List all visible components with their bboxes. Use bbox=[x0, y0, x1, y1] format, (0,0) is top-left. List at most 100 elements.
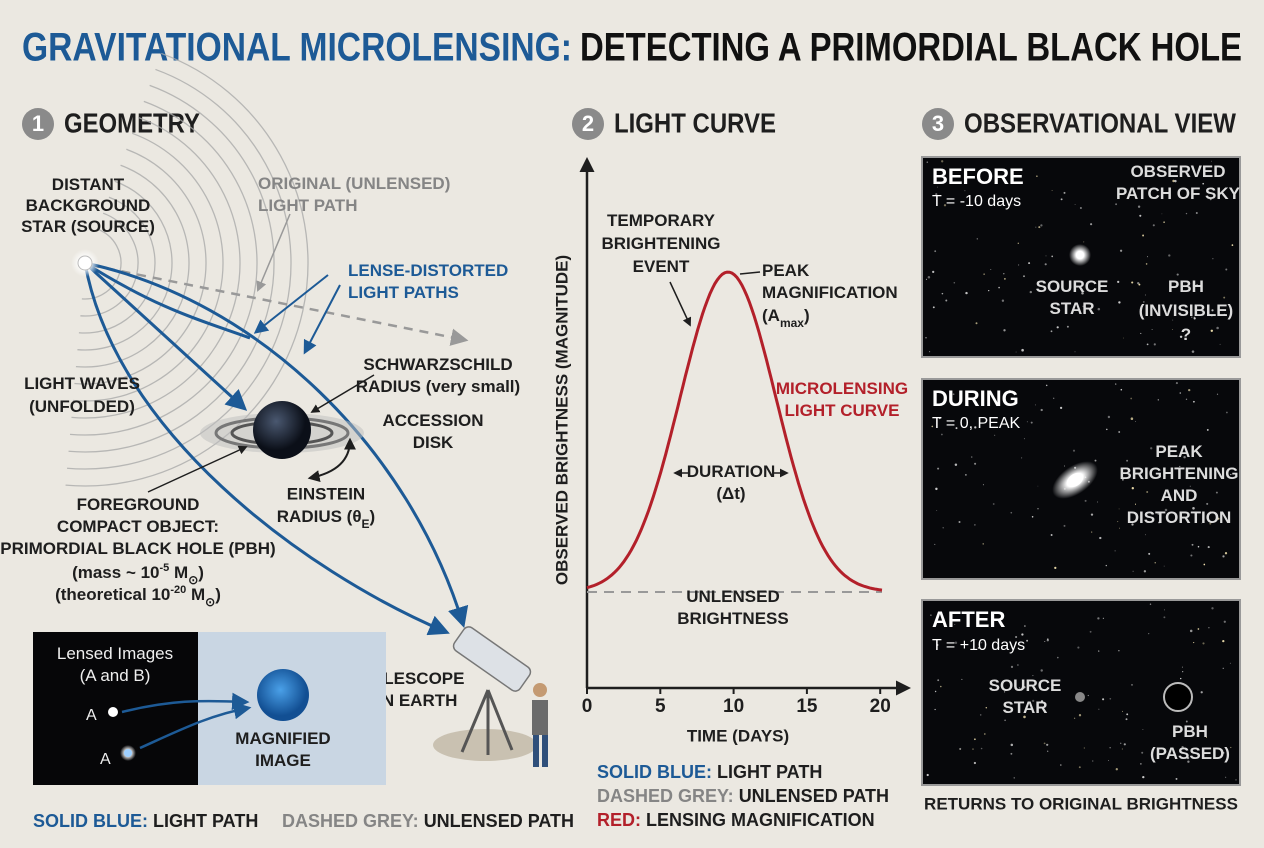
star bbox=[1099, 536, 1102, 540]
text-line: EVENT bbox=[633, 257, 690, 276]
star bbox=[1121, 748, 1123, 750]
star bbox=[1003, 329, 1006, 332]
star bbox=[1059, 764, 1062, 766]
star bbox=[937, 467, 940, 470]
star bbox=[1163, 565, 1165, 567]
star bbox=[1026, 639, 1029, 642]
star bbox=[1055, 289, 1059, 292]
text-line: ON EARTH bbox=[369, 691, 458, 710]
star bbox=[1119, 527, 1121, 529]
text-line: MAGNIFICATION bbox=[762, 283, 898, 302]
star bbox=[1046, 743, 1049, 746]
legend-item: SOLID BLUE: LIGHT PATH bbox=[33, 811, 258, 831]
star bbox=[1185, 720, 1188, 723]
star bbox=[1189, 629, 1193, 633]
star bbox=[1089, 630, 1092, 633]
star bbox=[937, 186, 938, 188]
star bbox=[961, 678, 963, 680]
star bbox=[1207, 546, 1210, 549]
pointer bbox=[256, 213, 291, 292]
pointer bbox=[739, 271, 761, 275]
pointer bbox=[147, 445, 248, 493]
pointer bbox=[253, 274, 329, 334]
sky-label: PBH (INVISIBLE)? bbox=[1139, 277, 1233, 344]
text-line: (UNFOLDED) bbox=[29, 397, 135, 416]
star bbox=[941, 433, 943, 436]
text-line: LIGHT WAVES bbox=[24, 374, 140, 393]
star bbox=[1034, 404, 1037, 406]
tripod-leg bbox=[460, 689, 490, 753]
star bbox=[1172, 319, 1174, 321]
frame-title: DURING bbox=[932, 386, 1019, 411]
star bbox=[1119, 742, 1122, 745]
star bbox=[976, 238, 978, 240]
text-line: ? bbox=[1181, 325, 1191, 344]
star bbox=[974, 426, 977, 429]
panel-number-badge bbox=[22, 108, 54, 140]
star bbox=[1017, 242, 1019, 244]
star bbox=[1143, 570, 1147, 573]
star bbox=[1105, 564, 1107, 567]
star bbox=[1074, 351, 1076, 353]
star bbox=[1197, 628, 1200, 630]
star bbox=[1004, 278, 1006, 280]
star bbox=[1122, 478, 1124, 481]
star bbox=[1211, 309, 1214, 312]
star bbox=[1072, 449, 1076, 452]
star bbox=[1208, 627, 1210, 629]
sky-label: PBH (PASSED) bbox=[1150, 722, 1230, 763]
star bbox=[1117, 280, 1120, 284]
text-line: BRIGHTENING bbox=[602, 234, 721, 253]
accretion-label: ACCESSION DISK bbox=[382, 411, 483, 452]
frame-time: T = -10 days bbox=[932, 193, 1021, 210]
lensed-image bbox=[124, 749, 132, 757]
star bbox=[1032, 675, 1034, 677]
star bbox=[1117, 521, 1119, 523]
star bbox=[958, 520, 961, 524]
star bbox=[1051, 190, 1053, 191]
star bbox=[1217, 517, 1220, 520]
legend-item: DASHED GREY: UNLENSED PATH bbox=[282, 811, 574, 831]
star bbox=[1084, 499, 1087, 502]
star bbox=[1057, 656, 1059, 659]
star bbox=[1073, 717, 1076, 719]
star bbox=[978, 175, 980, 177]
text-line: FOREGROUND bbox=[77, 495, 200, 514]
star bbox=[1077, 646, 1080, 649]
panel-number-badge bbox=[922, 108, 954, 140]
star bbox=[1202, 182, 1205, 185]
star bbox=[1130, 417, 1134, 420]
star bbox=[926, 161, 929, 163]
star bbox=[1094, 459, 1097, 462]
star bbox=[1083, 241, 1085, 243]
distorted-paths-label: LENSE-DISTORTED LIGHT PATHS bbox=[348, 261, 508, 302]
star bbox=[1043, 742, 1046, 745]
star bbox=[941, 292, 944, 295]
star bbox=[1137, 205, 1141, 208]
person-body bbox=[532, 700, 548, 735]
star bbox=[1023, 438, 1025, 440]
x-tick-label: 0 bbox=[582, 696, 593, 717]
star bbox=[926, 773, 929, 777]
curve-label: MICROLENSING LIGHT CURVE bbox=[776, 379, 908, 420]
star bbox=[925, 278, 928, 281]
star bbox=[1023, 686, 1026, 689]
light-path bbox=[83, 261, 248, 411]
star bbox=[934, 708, 936, 711]
light-curve bbox=[586, 270, 883, 592]
text-line: PRIMORDIAL BLACK HOLE (PBH) bbox=[0, 539, 275, 558]
star bbox=[1090, 223, 1093, 226]
star bbox=[1175, 382, 1178, 385]
star bbox=[1189, 485, 1191, 487]
star bbox=[972, 748, 974, 750]
star bbox=[1222, 639, 1225, 643]
star bbox=[1018, 687, 1021, 689]
star bbox=[1023, 275, 1025, 278]
magnified-image bbox=[257, 669, 309, 721]
star bbox=[974, 524, 976, 526]
star bbox=[1146, 491, 1149, 493]
star bbox=[1181, 666, 1183, 668]
star bbox=[1078, 766, 1081, 769]
text-line: (Δt) bbox=[716, 484, 745, 503]
